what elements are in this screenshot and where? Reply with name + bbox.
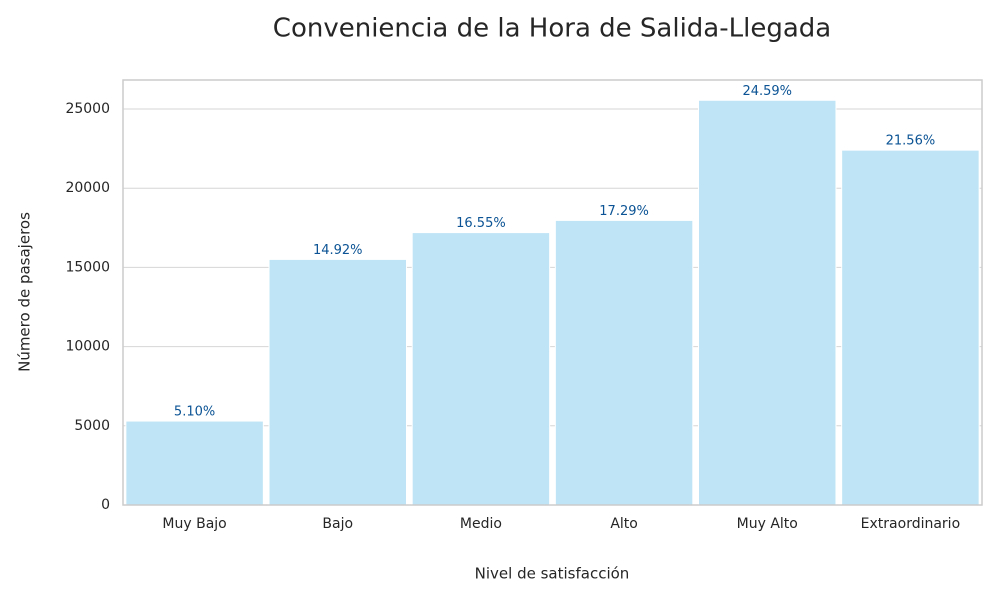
value-label: 21.56% xyxy=(886,134,936,149)
bar xyxy=(698,99,837,506)
x-tick-label: Bajo xyxy=(322,516,353,532)
y-tick-label: 25000 xyxy=(65,101,110,117)
bar xyxy=(268,258,407,506)
value-label: 16.55% xyxy=(456,216,506,231)
y-tick-label: 5000 xyxy=(74,418,110,434)
y-tick-label: 15000 xyxy=(65,259,110,275)
y-tick-label: 0 xyxy=(101,497,110,513)
chart-title: Conveniencia de la Hora de Salida-Llegad… xyxy=(273,14,831,44)
plot-border xyxy=(122,79,983,506)
value-label: 5.10% xyxy=(174,405,215,420)
bar xyxy=(411,232,551,506)
x-tick-label: Muy Bajo xyxy=(162,516,226,532)
bar xyxy=(125,420,264,506)
value-label: 24.59% xyxy=(742,84,792,99)
y-tick-label: 10000 xyxy=(65,339,110,355)
x-tick-label: Extraordinario xyxy=(861,516,960,532)
x-tick-label: Medio xyxy=(460,516,502,532)
y-axis-label: Número de pasajeros xyxy=(16,212,34,372)
bar xyxy=(554,219,694,506)
x-axis-label: Nivel de satisfacción xyxy=(475,565,630,583)
value-label: 17.29% xyxy=(599,204,649,219)
bar xyxy=(841,149,980,506)
value-label: 14.92% xyxy=(313,243,363,258)
x-tick-label: Muy Alto xyxy=(737,516,798,532)
y-tick-label: 20000 xyxy=(65,180,110,196)
x-tick-label: Alto xyxy=(610,516,638,532)
